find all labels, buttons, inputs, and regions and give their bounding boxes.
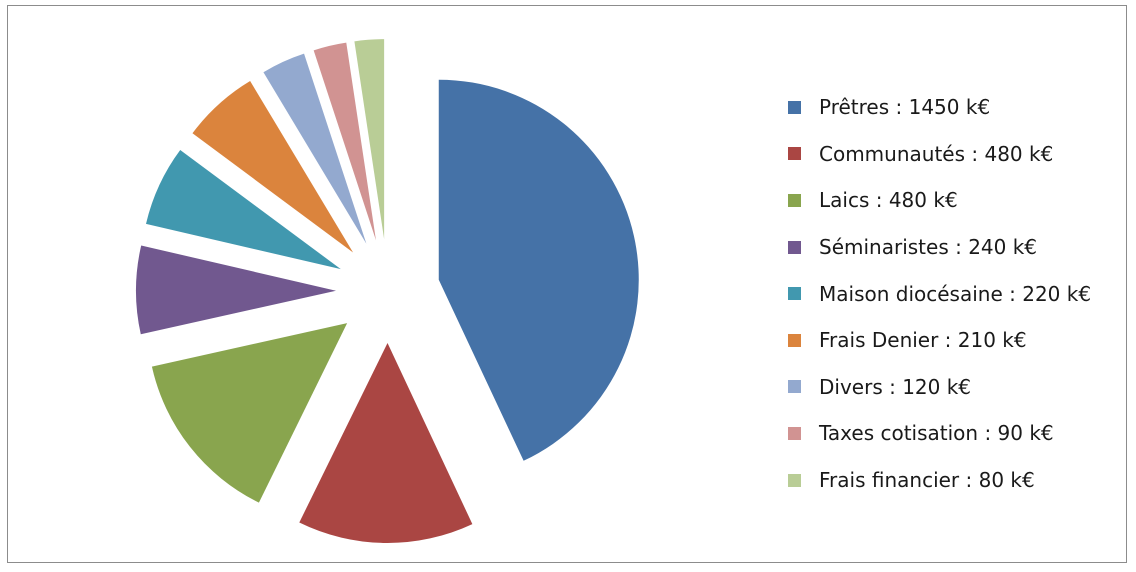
legend-label: Divers : 120 k€ [819, 374, 972, 399]
legend-item-communautes: Communautés : 480 k€ [788, 131, 1091, 178]
legend-swatch [788, 287, 801, 301]
pie-slice-frais-financier [354, 39, 385, 240]
legend-label: Prêtres : 1450 k€ [819, 95, 991, 120]
legend-swatch [788, 147, 801, 161]
legend-label: Séminaristes : 240 k€ [819, 235, 1038, 260]
pie-slice-frais-denier [192, 81, 354, 253]
legend-item-pretres: Prêtres : 1450 k€ [788, 84, 1091, 131]
legend-item-frais-denier: Frais Denier : 210 k€ [788, 317, 1091, 364]
legend-swatch [788, 380, 801, 394]
legend-item-seminaristes: Séminaristes : 240 k€ [788, 224, 1091, 271]
legend-label: Frais financier : 80 k€ [819, 468, 1035, 493]
pie-chart [135, 39, 639, 543]
chart-frame: Prêtres : 1450 k€ Communautés : 480 k€ L… [7, 5, 1127, 563]
pie-slice-taxes-cotisation [313, 42, 376, 241]
chart-legend: Prêtres : 1450 k€ Communautés : 480 k€ L… [788, 84, 1091, 503]
legend-label: Laics : 480 k€ [819, 188, 958, 213]
legend-swatch [788, 333, 801, 347]
legend-item-maison-diocesaine: Maison diocésaine : 220 k€ [788, 270, 1091, 317]
legend-label: Taxes cotisation : 90 k€ [819, 421, 1054, 446]
legend-swatch [788, 100, 801, 114]
legend-item-taxes-cotisation: Taxes cotisation : 90 k€ [788, 410, 1091, 457]
pie-slice-seminaristes [135, 245, 336, 335]
legend-swatch [788, 473, 801, 487]
legend-item-divers: Divers : 120 k€ [788, 364, 1091, 411]
legend-label: Frais Denier : 210 k€ [819, 328, 1027, 353]
legend-label: Maison diocésaine : 220 k€ [819, 281, 1092, 306]
pie-slice-communautes [299, 343, 473, 543]
pie-slice-divers [263, 53, 367, 244]
pie-slice-maison-diocesaine [146, 149, 341, 270]
legend-label: Communautés : 480 k€ [819, 141, 1054, 166]
legend-swatch [788, 240, 801, 254]
pie-slice-pretres [438, 79, 639, 461]
pie-slice-laics [151, 323, 348, 503]
legend-swatch [788, 193, 801, 207]
legend-item-laics: Laics : 480 k€ [788, 177, 1091, 224]
legend-swatch [788, 426, 801, 440]
legend-item-frais-financier: Frais financier : 80 k€ [788, 457, 1091, 504]
